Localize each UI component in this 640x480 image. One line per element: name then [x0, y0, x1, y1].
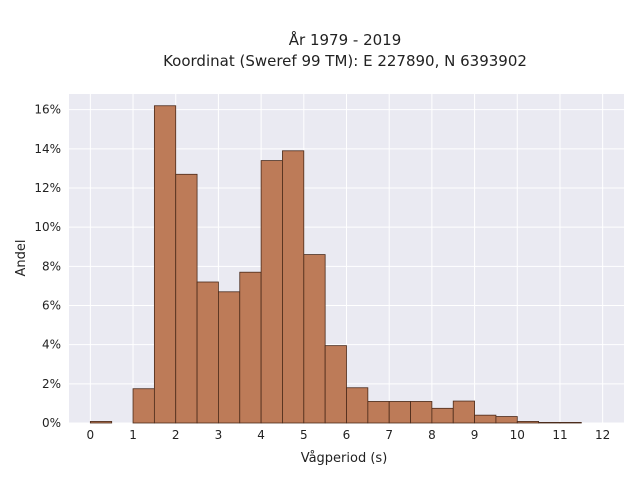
x-tick-label: 4 — [257, 428, 265, 442]
x-tick-label: 2 — [172, 428, 180, 442]
x-tick-label: 6 — [343, 428, 351, 442]
x-axis-ticks: 0 1 2 3 4 5 6 7 8 9 10 11 12 — [87, 428, 611, 442]
histogram-bar — [239, 271, 262, 424]
histogram-bar — [153, 105, 177, 424]
x-tick-label: 3 — [215, 428, 223, 442]
histogram-bar — [410, 401, 433, 424]
x-tick-label: 12 — [595, 428, 610, 442]
histogram-bar — [132, 388, 155, 424]
histogram-bar — [495, 416, 518, 424]
x-tick-label: 10 — [510, 428, 525, 442]
histogram-bar — [431, 407, 454, 424]
histogram-bar — [516, 421, 540, 424]
y-tick-label: 10% — [34, 220, 61, 234]
x-tick-label: 9 — [471, 428, 479, 442]
chart-title-line-2: Koordinat (Sweref 99 TM): E 227890, N 63… — [163, 52, 527, 70]
histogram-bar — [452, 400, 475, 424]
y-tick-label: 6% — [42, 299, 61, 313]
chart-title-line-1: År 1979 - 2019 — [289, 30, 402, 49]
histogram-bars — [89, 105, 582, 424]
x-tick-label: 0 — [87, 428, 95, 442]
y-tick-label: 8% — [42, 259, 61, 273]
histogram-bar — [218, 291, 241, 424]
histogram-bar — [89, 421, 113, 424]
x-tick-label: 5 — [300, 428, 308, 442]
histogram-bar — [196, 281, 219, 424]
x-tick-label: 7 — [385, 428, 393, 442]
x-tick-label: 11 — [552, 428, 567, 442]
histogram-bar — [282, 150, 305, 424]
y-tick-label: 0% — [42, 416, 61, 430]
histogram-bar — [175, 173, 198, 424]
x-axis-label: Vågperiod (s) — [301, 451, 388, 466]
histogram-bar — [559, 422, 582, 424]
histogram-bar — [303, 254, 326, 424]
histogram-bar — [260, 160, 283, 424]
y-tick-label: 4% — [42, 338, 61, 352]
histogram-bar — [367, 401, 390, 424]
y-tick-label: 16% — [34, 103, 61, 117]
histogram-bar — [388, 401, 411, 424]
y-tick-label: 12% — [34, 181, 61, 195]
histogram-bar — [474, 414, 497, 424]
x-tick-label: 1 — [129, 428, 137, 442]
y-tick-label: 2% — [42, 377, 61, 391]
y-axis-ticks: 0% 2% 4% 6% 8% 10% 12% 14% 16% — [34, 103, 61, 430]
y-tick-label: 14% — [34, 142, 61, 156]
histogram-bar — [538, 422, 561, 424]
histogram-bar — [324, 345, 347, 424]
y-axis-label: Andel — [14, 240, 29, 277]
histogram-bar — [346, 387, 369, 424]
x-tick-label: 8 — [428, 428, 436, 442]
